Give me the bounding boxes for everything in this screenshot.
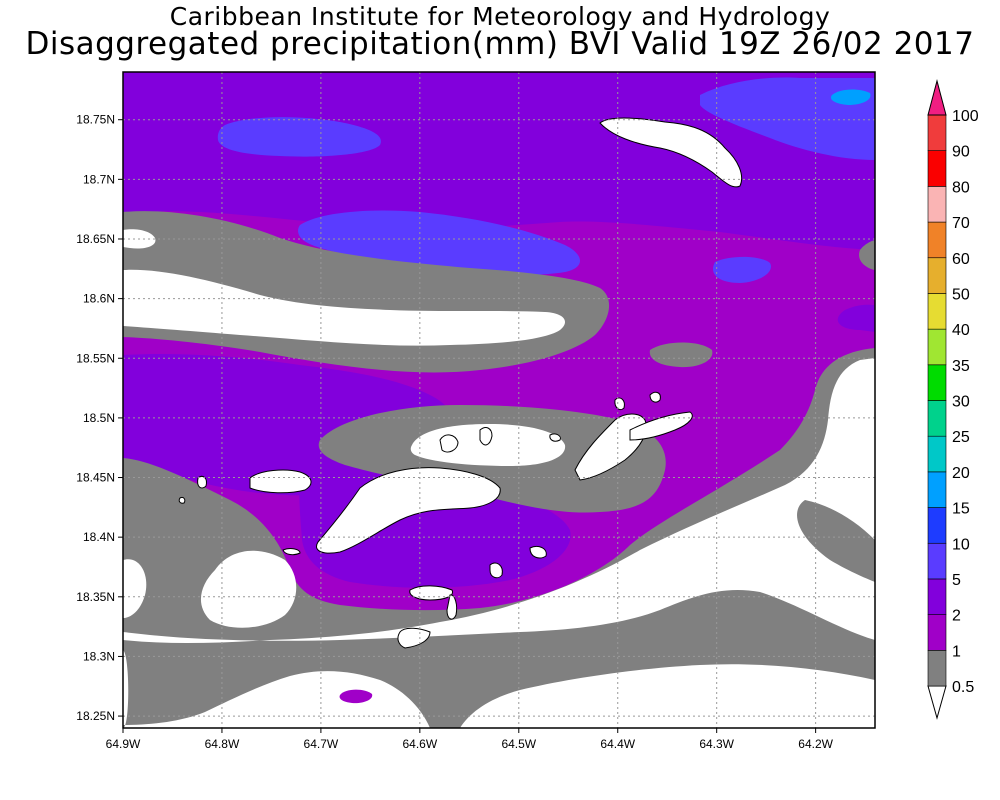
field-10mm-east [712, 256, 771, 283]
island-virgin-gorda [574, 413, 647, 481]
field-5mm-east [837, 304, 875, 332]
field-below-0.5mm-east [123, 358, 875, 728]
latitude-axis: 18.75N 18.7N 18.65N 18.6N 18.55N 18.5N 18.45N 1… [76, 113, 123, 723]
colorbar-segment [927, 364, 947, 401]
island-south-speck [282, 548, 301, 556]
island-cooper [489, 562, 503, 579]
field-5mm-north [123, 72, 875, 250]
field-1mm-east [123, 348, 875, 728]
colorbar-label: 2 [952, 608, 961, 625]
lat-tick-label: 18.55N [76, 351, 115, 365]
field-10mm-north-center [298, 210, 580, 275]
plot-frame [122, 71, 876, 729]
field-1mm-white-speck [252, 566, 263, 575]
colorbar-label: 80 [952, 179, 970, 196]
colorbar-label: 40 [952, 322, 970, 339]
island-east-small-2 [614, 397, 625, 411]
colorbar-top-cap [927, 79, 947, 116]
colorbar-segment [927, 293, 947, 330]
island-east-small-1 [649, 391, 661, 403]
coastline-islands [178, 117, 743, 649]
colorbar-label: 35 [952, 358, 970, 375]
island-ginger [529, 545, 547, 559]
colorbar-label: 0.5 [952, 679, 974, 696]
colorbar-label: 100 [952, 108, 979, 125]
island-norman [409, 585, 454, 601]
lat-tick-label: 18.7N [83, 172, 115, 186]
colorbar-label: 10 [952, 536, 970, 553]
island-jost-van-dyke [249, 469, 312, 494]
colorbar-label: 5 [952, 572, 961, 589]
title-line-1: Caribbean Institute for Meteorology and … [169, 2, 831, 31]
lat-tick-label: 18.45N [76, 471, 115, 485]
colorbar-label: 20 [952, 465, 970, 482]
island-great-camanoe [479, 427, 493, 446]
lon-tick-label: 64.7W [304, 737, 339, 751]
field-below-0.5mm-left [123, 559, 147, 618]
lon-tick-label: 64.8W [205, 737, 240, 751]
lat-tick-label: 18.75N [76, 113, 115, 127]
field-10mm-north-west [217, 117, 381, 157]
colorbar-label: 70 [952, 215, 970, 232]
lat-tick-label: 18.65N [76, 232, 115, 246]
colorbar-segment [927, 400, 947, 437]
colorbar-segment [927, 114, 947, 151]
colorbar-segment [927, 221, 947, 259]
lat-tick-label: 18.25N [76, 709, 115, 723]
lat-tick-label: 18.4N [83, 530, 115, 544]
colorbar-segment [927, 578, 947, 615]
colorbar-label: 60 [952, 251, 970, 268]
island-west-speck [178, 497, 186, 504]
colorbar-label: 30 [952, 394, 970, 411]
lat-tick-label: 18.6N [83, 292, 115, 306]
island-salt [397, 627, 431, 649]
field-1mm-east-edge [859, 240, 875, 270]
colorbar-label: 1 [952, 643, 961, 660]
island-east-chain [629, 411, 693, 441]
title-line-2: Disaggregated precipitation(mm) BVI Vali… [25, 26, 975, 62]
colorbar-segment [927, 150, 947, 187]
colorbar-segment [927, 257, 947, 294]
island-west-small [197, 475, 207, 489]
colorbar-label: 90 [952, 144, 970, 161]
colorbar-segment [927, 650, 947, 687]
colorbar-segment [927, 435, 947, 473]
lon-tick-label: 64.5W [501, 737, 536, 751]
field-1mm-small-north [649, 342, 713, 368]
island-sandy [549, 433, 561, 442]
island-beef [439, 434, 459, 453]
field-2mm-dot [339, 689, 373, 704]
lon-tick-label: 64.3W [699, 737, 734, 751]
lon-tick-label: 64.6W [402, 737, 437, 751]
colorbar-label: 15 [952, 501, 970, 518]
colorbar-segment [927, 542, 947, 580]
colorbar-label: 50 [952, 286, 970, 303]
colorbar-segment [927, 328, 947, 366]
field-15mm-spot [830, 89, 871, 105]
colorbar-segment [927, 186, 947, 223]
colorbar-segment [927, 507, 947, 544]
precipitation-field [123, 72, 875, 728]
lon-tick-label: 64.9W [106, 737, 141, 751]
colorbar-label: 25 [952, 429, 970, 446]
lon-tick-label: 64.4W [600, 737, 635, 751]
colorbar-segment [927, 471, 947, 508]
lat-tick-label: 18.5N [83, 411, 115, 425]
colorbar-segment [927, 614, 947, 651]
lon-tick-label: 64.2W [798, 737, 833, 751]
island-anegada [599, 117, 743, 188]
lat-tick-label: 18.3N [83, 649, 115, 663]
longitude-axis: 64.9W 64.8W 64.7W 64.6W 64.5W 64.4W 64.3W 64.2W [106, 728, 834, 751]
field-below-0.5mm-upper [123, 269, 565, 346]
island-tortola [316, 467, 501, 554]
field-below-0.5mm-southwest [200, 550, 297, 628]
colorbar-bottom-cap [927, 685, 947, 720]
lat-tick-label: 18.35N [76, 590, 115, 604]
